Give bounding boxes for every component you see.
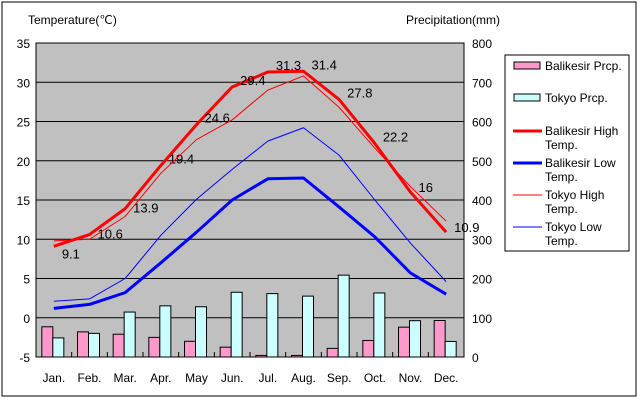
data-label: 16 xyxy=(419,180,433,195)
bar-balikesir-prcp xyxy=(291,354,303,358)
bar-tokyo-prcp xyxy=(266,293,279,358)
x-tick-label: Sep. xyxy=(327,371,352,385)
legend-label: Balikesir Prcp. xyxy=(545,59,622,73)
bar-tokyo-prcp xyxy=(337,274,350,358)
left-axis-title: Temperature(℃) xyxy=(28,13,117,27)
bar-balikesir-prcp xyxy=(148,336,161,358)
right-tick-label: 400 xyxy=(472,194,492,208)
right-tick-label: 800 xyxy=(472,37,492,51)
data-label: 24.6 xyxy=(205,111,230,126)
legend-label: Temp. xyxy=(545,234,578,248)
bar-balikesir-prcp xyxy=(398,326,410,358)
bar-tokyo-prcp xyxy=(123,311,136,358)
right-tick-label: 0 xyxy=(472,351,479,365)
right-tick-label: 300 xyxy=(472,233,492,247)
right-tick-label: 600 xyxy=(472,116,492,130)
legend-label: Balikesir Low xyxy=(545,156,616,170)
legend-label: Tokyo High xyxy=(545,188,604,202)
bar-balikesir-prcp xyxy=(77,331,89,358)
bar-tokyo-prcp xyxy=(302,295,314,358)
x-tick-label: Oct. xyxy=(364,371,386,385)
bar-balikesir-prcp xyxy=(362,340,375,358)
left-tick-label: -5 xyxy=(19,351,30,365)
bar-tokyo-prcp xyxy=(373,292,386,358)
left-tick-label: 5 xyxy=(23,273,30,287)
line-balikesir-low-temp- xyxy=(53,176,447,310)
x-tick-label: Jan. xyxy=(42,371,65,385)
bar-balikesir-prcp xyxy=(112,333,125,358)
bar-tokyo-prcp xyxy=(195,306,207,358)
legend-label: Temp. xyxy=(545,138,578,152)
right-tick-label: 100 xyxy=(472,312,492,326)
legend-swatch xyxy=(513,93,541,102)
line-balikesir-high-temp- xyxy=(53,69,448,248)
bar-balikesir-prcp xyxy=(433,319,446,358)
legend-label: Balikesir High xyxy=(545,124,618,138)
bar-tokyo-prcp xyxy=(159,305,172,358)
bar-tokyo-prcp xyxy=(52,337,65,358)
data-label: 10.6 xyxy=(98,227,123,242)
legend xyxy=(504,54,630,252)
legend-label: Temp. xyxy=(545,170,578,184)
line-tokyo-high-temp- xyxy=(53,75,447,242)
left-tick-label: 25 xyxy=(17,116,31,130)
data-label: 27.8 xyxy=(347,86,372,101)
right-tick-label: 700 xyxy=(472,76,492,90)
x-tick-label: Feb. xyxy=(77,371,101,385)
bar-balikesir-prcp xyxy=(184,340,196,358)
bar-tokyo-prcp xyxy=(88,332,100,358)
legend-label: Temp. xyxy=(545,202,578,216)
x-tick-label: Aug. xyxy=(291,371,316,385)
bar-tokyo-prcp xyxy=(230,291,243,358)
legend-label: Tokyo Low xyxy=(545,220,602,234)
x-tick-label: Apr. xyxy=(150,371,171,385)
data-label: 10.9 xyxy=(454,220,479,235)
x-tick-label: Jun. xyxy=(221,371,244,385)
right-tick-label: 200 xyxy=(472,273,492,287)
data-label: 31.3 xyxy=(276,58,301,73)
data-label: 13.9 xyxy=(133,201,158,216)
left-tick-label: 20 xyxy=(17,155,31,169)
x-tick-label: May xyxy=(185,371,208,385)
left-tick-label: 10 xyxy=(17,233,31,247)
bar-tokyo-prcp xyxy=(409,320,421,358)
x-tick-label: Dec. xyxy=(434,371,459,385)
x-tick-label: Jul. xyxy=(258,371,277,385)
left-tick-label: 15 xyxy=(17,194,31,208)
legend-label: Tokyo Prcp. xyxy=(545,91,608,105)
bar-balikesir-prcp xyxy=(255,354,268,358)
left-tick-label: 30 xyxy=(17,76,31,90)
x-tick-label: Nov. xyxy=(399,371,423,385)
bar-tokyo-prcp xyxy=(444,340,457,358)
data-label: 19.4 xyxy=(169,151,194,166)
bar-balikesir-prcp xyxy=(326,347,339,358)
x-tick-label: Mar. xyxy=(113,371,136,385)
bar-balikesir-prcp xyxy=(41,326,54,358)
legend-swatch xyxy=(513,61,541,70)
data-label: 22.2 xyxy=(383,129,408,144)
left-tick-label: 0 xyxy=(23,312,30,326)
left-tick-label: 35 xyxy=(17,37,31,51)
data-label: 9.1 xyxy=(62,246,80,261)
data-label: 31.4 xyxy=(312,57,337,72)
data-label: 29.4 xyxy=(240,73,265,88)
right-tick-label: 500 xyxy=(472,155,492,169)
bar-balikesir-prcp xyxy=(219,346,232,358)
line-tokyo-low-temp- xyxy=(53,127,447,302)
right-axis-title: Precipitation(mm) xyxy=(406,13,500,27)
